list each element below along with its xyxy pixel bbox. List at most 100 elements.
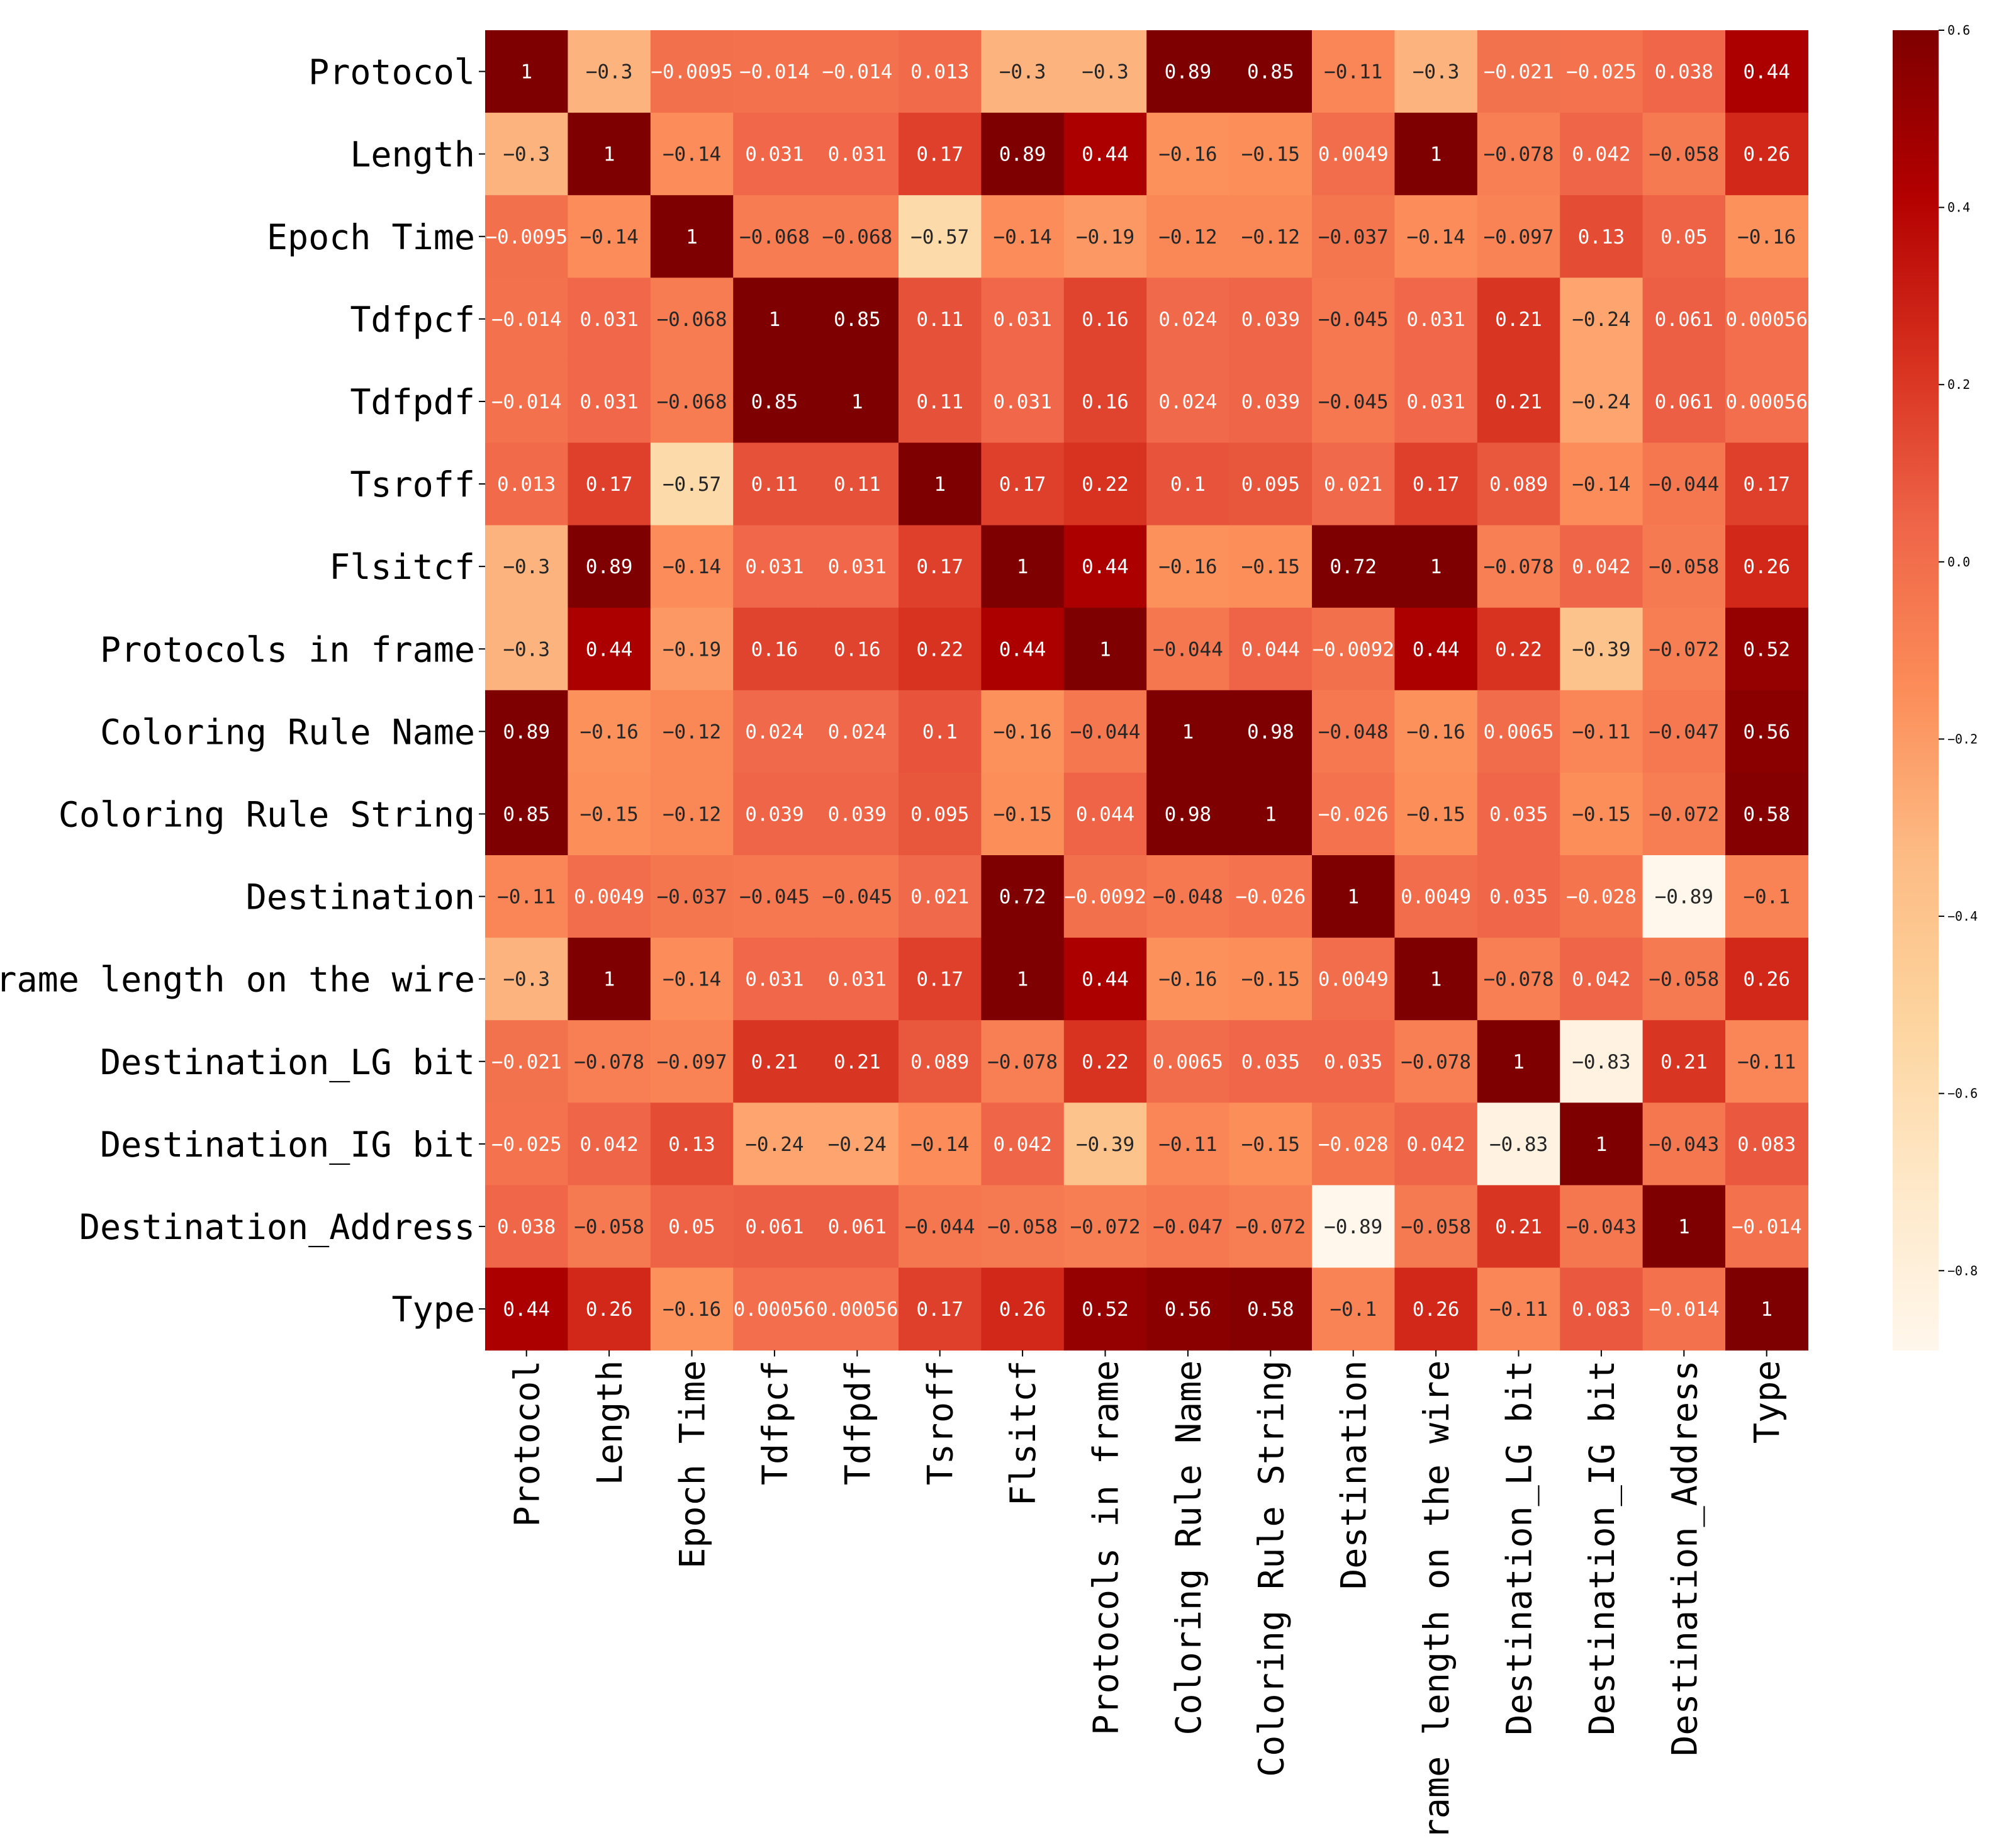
cell-value-label: 0.44	[503, 1298, 550, 1321]
cell-value-label: 1	[1430, 556, 1442, 578]
heatmap-cell-2-6	[981, 195, 1065, 278]
colorbar-tick-label: 0.2	[1947, 377, 1970, 392]
cell-value-label: 0.031	[828, 143, 887, 166]
cell-value-label: −0.14	[663, 143, 721, 166]
heatmap-cell-6-9	[1229, 525, 1313, 609]
cell-value-label: 1	[1099, 638, 1111, 661]
cell-value-label: −0.16	[1158, 556, 1217, 578]
x-tick-label-destination-address: Destination_Address	[1664, 1360, 1705, 1756]
heatmap-cell-0-10	[1312, 30, 1395, 113]
cell-value-label: 0.21	[751, 1051, 798, 1074]
heatmap-cell-1-2	[650, 113, 734, 196]
cell-value-label: 0.061	[745, 1216, 804, 1238]
cell-value-label: −0.16	[580, 721, 638, 743]
heatmap-cell-1-15	[1725, 113, 1808, 196]
heatmap-cell-11-3	[733, 938, 817, 1021]
heatmap-cell-11-5	[899, 938, 982, 1021]
heatmap-cell-13-14	[1642, 1102, 1726, 1186]
heatmap-cell-0-15	[1725, 30, 1808, 113]
cell-value-label: 0.21	[1495, 391, 1542, 413]
cell-value-label: −0.097	[657, 1051, 727, 1074]
y-tick-label-tdfpcf: Tdfpcf	[350, 300, 475, 340]
cell-value-label: −0.068	[739, 226, 810, 249]
heatmap-cell-1-9	[1229, 113, 1313, 196]
y-tick-label-destination: Destination	[246, 877, 475, 917]
heatmap-cell-15-3	[733, 1267, 817, 1351]
heatmap-cell-15-10	[1312, 1267, 1395, 1351]
heatmap-cell-10-6	[981, 855, 1065, 938]
heatmap-cell-0-12	[1477, 30, 1560, 113]
heatmap-cell-0-1	[568, 30, 651, 113]
cell-value-label: 0.85	[834, 308, 881, 331]
heatmap-cell-5-5	[899, 442, 982, 526]
heatmap-cell-7-12	[1477, 607, 1560, 691]
heatmap-cell-8-1	[568, 690, 651, 773]
cell-value-label: 0.16	[834, 638, 881, 661]
cell-value-label: 0.52	[1743, 638, 1790, 661]
heatmap-cell-3-7	[1063, 278, 1147, 361]
cell-value-label: 1	[1596, 1133, 1608, 1156]
cell-value-label: −0.045	[739, 886, 810, 909]
heatmap-cell-10-8	[1146, 855, 1230, 938]
heatmap-cell-1-4	[815, 113, 899, 196]
cell-value-label: −0.025	[491, 1133, 562, 1156]
heatmap-cell-4-14	[1642, 360, 1726, 444]
heatmap-cell-12-9	[1229, 1020, 1313, 1103]
cell-value-label: 0.1	[922, 721, 958, 743]
cell-value-label: −0.15	[1241, 556, 1300, 578]
cell-value-label: 0.031	[745, 143, 804, 166]
heatmap-cell-1-8	[1146, 113, 1230, 196]
cell-value-label: −0.16	[1158, 143, 1217, 166]
cell-value-label: −0.14	[663, 968, 721, 991]
cell-value-label: 0.72	[999, 886, 1046, 909]
cell-value-label: −0.12	[663, 721, 721, 743]
heatmap-cell-12-12	[1477, 1020, 1560, 1103]
cell-value-label: −0.028	[1318, 1133, 1389, 1156]
cell-value-label: −0.14	[993, 226, 1051, 249]
cell-value-label: 0.021	[910, 886, 969, 909]
cell-value-label: −0.3	[503, 556, 550, 578]
heatmap-cell-0-5	[899, 30, 982, 113]
heatmap-cell-6-15	[1725, 525, 1808, 609]
heatmap-cell-12-13	[1560, 1020, 1644, 1103]
heatmap-cell-8-9	[1229, 690, 1313, 773]
colorbar-tick-label: −0.4	[1947, 909, 1978, 924]
colorbar-tick-label: 0.6	[1947, 23, 1970, 38]
heatmap-cell-13-7	[1063, 1102, 1147, 1186]
cell-value-label: −0.11	[1324, 61, 1382, 84]
y-tick-label-coloring-rule-name: Coloring Rule Name	[100, 712, 475, 752]
heatmap-cell-10-5	[899, 855, 982, 938]
heatmap-cell-9-6	[981, 772, 1065, 856]
cell-value-label: −0.058	[1649, 143, 1719, 166]
cell-value-label: −0.014	[822, 61, 892, 84]
cell-value-label: 0.72	[1330, 556, 1377, 578]
heatmap-cell-8-2	[650, 690, 734, 773]
cell-value-label: 0.11	[751, 473, 798, 496]
cell-value-label: −0.072	[1649, 638, 1719, 661]
cell-value-label: −0.39	[1076, 1133, 1134, 1156]
cell-value-label: 0.17	[916, 143, 963, 166]
heatmap-cell-15-4	[815, 1267, 899, 1351]
cell-value-label: 1	[603, 968, 615, 991]
heatmap-cell-5-1	[568, 442, 651, 526]
cell-value-label: 0.44	[1743, 61, 1790, 84]
cell-value-label: 0.44	[586, 638, 633, 661]
heatmap-cell-11-9	[1229, 938, 1313, 1021]
heatmap-cell-7-11	[1394, 607, 1478, 691]
x-axis-labels: Protocol Length Epoch Time Tdfpcf Tdfpdf Tsro…	[507, 1350, 1788, 1840]
cell-value-label: −0.3	[1413, 61, 1460, 84]
heatmap-cell-12-11	[1394, 1020, 1478, 1103]
heatmap-cell-6-0	[485, 525, 568, 609]
heatmap-cell-15-12	[1477, 1267, 1560, 1351]
x-tick-label-type: Type	[1747, 1360, 1788, 1444]
cell-value-label: −0.068	[822, 226, 892, 249]
heatmap-cell-12-15	[1725, 1020, 1808, 1103]
heatmap-cell-14-4	[815, 1185, 899, 1269]
heatmap-cell-12-3	[733, 1020, 817, 1103]
cell-value-label: 1	[1513, 1051, 1525, 1074]
heatmap-cell-11-2	[650, 938, 734, 1021]
cell-value-label: −0.026	[1318, 803, 1389, 826]
cell-value-label: 0.095	[1241, 473, 1300, 496]
cell-value-label: 0.061	[828, 1216, 887, 1238]
cell-value-label: −0.12	[1241, 226, 1300, 249]
